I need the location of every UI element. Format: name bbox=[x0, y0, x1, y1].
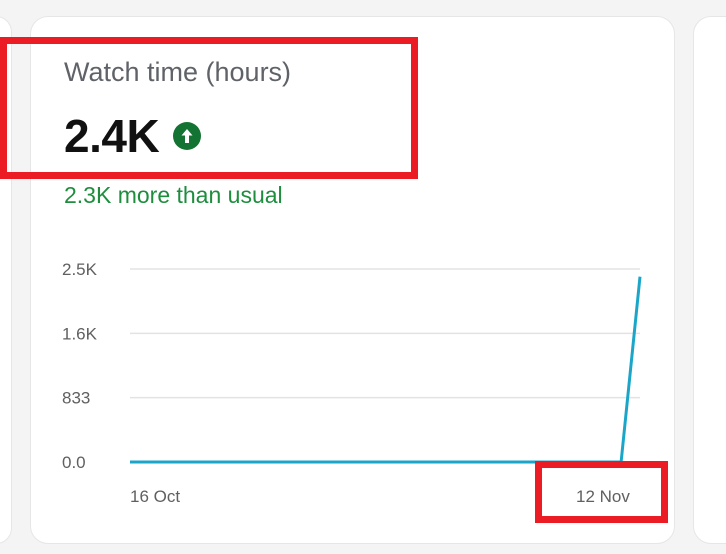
delta-text: 2.3K more than usual bbox=[64, 182, 283, 208]
series-line bbox=[130, 276, 642, 464]
metric-value-row: 2.4K bbox=[64, 109, 202, 163]
y-tick-label: 2.5K bbox=[62, 260, 98, 279]
watch-time-card[interactable]: Watch time (hours) 2.4K 2.3K more than u… bbox=[30, 16, 675, 544]
y-axis-ticks: 2.5K 1.6K 833 0.0 bbox=[62, 260, 98, 472]
metric-highlight-box bbox=[0, 37, 418, 179]
x-tick-label: 16 Oct bbox=[130, 487, 180, 506]
y-tick-label: 833 bbox=[62, 389, 90, 408]
metric-title: Watch time (hours) bbox=[64, 57, 292, 87]
chart-grid bbox=[130, 268, 640, 463]
x-tick-label: 12 Nov bbox=[576, 487, 630, 506]
arrow-up-circle-icon bbox=[173, 122, 202, 150]
y-tick-label: 0.0 bbox=[62, 453, 86, 472]
series-lines bbox=[130, 276, 642, 464]
date-highlight-box bbox=[535, 461, 668, 523]
x-axis-ticks: 16 Oct 12 Nov bbox=[130, 487, 630, 506]
metric-value: 2.4K bbox=[64, 110, 160, 162]
y-tick-label: 1.6K bbox=[62, 324, 98, 343]
next-card-edge[interactable] bbox=[693, 16, 726, 544]
